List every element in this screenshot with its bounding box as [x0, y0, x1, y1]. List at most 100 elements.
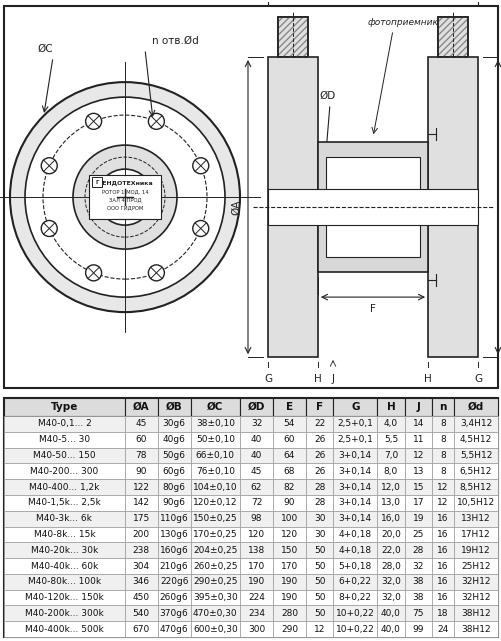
Text: 238: 238: [132, 545, 149, 554]
Text: 11: 11: [412, 435, 423, 444]
Bar: [376, 606, 404, 621]
Bar: [273, 463, 305, 479]
Bar: [453, 574, 497, 590]
Bar: [273, 398, 305, 416]
Text: 13H12: 13H12: [460, 514, 490, 523]
Text: ØC: ØC: [207, 402, 223, 412]
Circle shape: [192, 158, 208, 174]
Bar: [305, 590, 333, 606]
Text: H: H: [314, 374, 321, 384]
Bar: [125, 590, 157, 606]
Text: 20,0: 20,0: [380, 530, 400, 539]
Bar: [239, 432, 273, 447]
Text: 19H12: 19H12: [460, 545, 490, 554]
Circle shape: [10, 82, 239, 312]
Text: 60g6: 60g6: [162, 467, 185, 476]
Bar: [157, 558, 190, 574]
Text: 17: 17: [412, 499, 423, 508]
Bar: [190, 479, 239, 495]
Text: 28: 28: [412, 545, 423, 554]
Text: 98: 98: [250, 514, 262, 523]
Bar: [431, 398, 453, 416]
Text: 6,5H12: 6,5H12: [459, 467, 491, 476]
Bar: [157, 463, 190, 479]
Bar: [333, 447, 376, 463]
Bar: [190, 495, 239, 511]
Bar: [273, 416, 305, 432]
Text: M40-40k... 60k: M40-40k... 60k: [31, 562, 98, 570]
Text: 234: 234: [247, 609, 265, 618]
Text: 80g6: 80g6: [162, 483, 185, 492]
Bar: [239, 574, 273, 590]
Circle shape: [192, 221, 208, 237]
Bar: [239, 511, 273, 526]
Bar: [273, 526, 305, 542]
Bar: [125, 495, 157, 511]
Text: 54: 54: [283, 419, 295, 428]
Text: 540: 540: [132, 609, 149, 618]
Text: 120±0,12: 120±0,12: [193, 499, 237, 508]
Text: 100: 100: [280, 514, 298, 523]
Bar: [453, 558, 497, 574]
Bar: [431, 479, 453, 495]
Text: 4+0,18: 4+0,18: [338, 530, 371, 539]
Bar: [157, 574, 190, 590]
Bar: [404, 416, 431, 432]
Text: 50g6: 50g6: [162, 451, 185, 460]
Bar: [157, 511, 190, 526]
Bar: [190, 574, 239, 590]
Text: 450: 450: [132, 593, 149, 602]
Bar: [305, 574, 333, 590]
Bar: [239, 416, 273, 432]
Bar: [376, 398, 404, 416]
Bar: [278, 17, 308, 57]
Text: 3+0,14: 3+0,14: [338, 499, 371, 508]
Bar: [404, 447, 431, 463]
Bar: [333, 526, 376, 542]
Text: M40-120k... 150k: M40-120k... 150k: [25, 593, 104, 602]
Text: 19: 19: [412, 514, 423, 523]
Text: 2,5+0,1: 2,5+0,1: [337, 419, 372, 428]
Bar: [453, 479, 497, 495]
Bar: [404, 398, 431, 416]
Text: 32: 32: [250, 419, 262, 428]
Text: 15: 15: [412, 483, 423, 492]
Text: 17H12: 17H12: [460, 530, 490, 539]
Text: M40-200... 300: M40-200... 300: [30, 467, 98, 476]
Text: 204±0,25: 204±0,25: [193, 545, 237, 554]
Bar: [4, 432, 125, 447]
Text: 16: 16: [436, 530, 448, 539]
Text: 470±0,30: 470±0,30: [192, 609, 237, 618]
Bar: [125, 606, 157, 621]
Text: 28,0: 28,0: [380, 562, 400, 570]
Text: ЗАЛ 4 ПРОД: ЗАЛ 4 ПРОД: [109, 197, 141, 203]
Bar: [325, 157, 419, 257]
Text: 30g6: 30g6: [162, 419, 185, 428]
Bar: [305, 511, 333, 526]
Bar: [431, 463, 453, 479]
Text: 130g6: 130g6: [159, 530, 188, 539]
Text: ØD: ØD: [319, 91, 336, 101]
Bar: [4, 542, 125, 558]
Bar: [239, 447, 273, 463]
Circle shape: [25, 97, 224, 297]
Text: 32,0: 32,0: [380, 593, 400, 602]
Bar: [453, 606, 497, 621]
Text: 90g6: 90g6: [162, 499, 185, 508]
Bar: [431, 606, 453, 621]
Bar: [4, 590, 125, 606]
Text: 10+0,22: 10+0,22: [335, 624, 374, 634]
Bar: [333, 558, 376, 574]
Text: n: n: [438, 402, 446, 412]
Circle shape: [73, 145, 177, 249]
Bar: [157, 526, 190, 542]
Text: 5+0,18: 5+0,18: [338, 562, 371, 570]
Bar: [376, 526, 404, 542]
Text: 50: 50: [313, 593, 325, 602]
Text: M40-8k... 15k: M40-8k... 15k: [34, 530, 95, 539]
Bar: [453, 542, 497, 558]
Bar: [431, 511, 453, 526]
Text: 8: 8: [439, 419, 445, 428]
Bar: [157, 398, 190, 416]
Bar: [125, 511, 157, 526]
